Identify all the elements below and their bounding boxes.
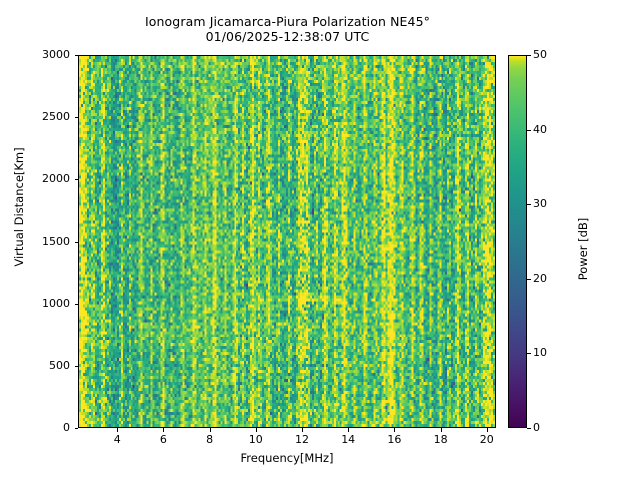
x-tick-label: 16	[387, 433, 402, 446]
colorbar-tick-label: 50	[533, 48, 547, 61]
y-tick-label: 2000	[42, 172, 70, 186]
x-tick-label: 8	[206, 433, 214, 446]
figure-title: Ionogram Jicamarca-Piura Polarization NE…	[145, 14, 430, 44]
ionogram-heatmap-canvas	[79, 56, 495, 427]
colorbar-tick	[527, 204, 531, 206]
y-tick	[74, 241, 78, 243]
x-axis-label: Frequency[MHz]	[240, 451, 334, 465]
x-tick	[348, 428, 350, 432]
x-tick-label: 14	[341, 433, 356, 446]
y-tick-label: 3000	[42, 48, 70, 61]
colorbar-tick-label: 0	[533, 421, 540, 434]
x-tick	[209, 428, 211, 432]
colorbar-tick	[527, 129, 531, 131]
x-tick-label: 4	[113, 433, 121, 446]
y-tick	[74, 179, 78, 181]
y-tick	[74, 303, 78, 305]
colorbar-tick	[527, 55, 531, 56]
x-tick	[117, 428, 119, 432]
x-tick	[302, 428, 303, 432]
y-tick	[74, 365, 78, 367]
colorbar-tick-label: 10	[533, 346, 547, 360]
power-colorbar[interactable]	[508, 55, 527, 428]
colorbar-tick-label: 30	[533, 197, 547, 211]
x-tick	[440, 428, 442, 432]
y-tick-label: 1000	[42, 296, 70, 310]
y-tick-label: 0	[63, 421, 70, 434]
y-axis-label: Virtual Distance[Km]	[12, 147, 26, 267]
x-tick-label: 20	[479, 433, 494, 446]
colorbar-tick-label: 40	[533, 122, 547, 136]
colorbar-tick-label: 20	[533, 271, 547, 285]
colorbar-tick	[527, 428, 531, 429]
y-tick-label: 2500	[42, 110, 70, 124]
colorbar-tick	[527, 278, 531, 280]
colorbar-tick	[527, 353, 531, 355]
y-tick	[74, 428, 78, 429]
y-tick	[74, 117, 78, 119]
x-tick-label: 10	[248, 433, 263, 446]
x-tick	[486, 428, 488, 432]
x-tick	[163, 428, 165, 432]
y-tick-label: 500	[49, 358, 70, 372]
x-tick	[394, 428, 396, 432]
x-tick-label: 6	[159, 433, 167, 446]
x-tick-label: 12	[295, 433, 309, 446]
y-tick-label: 1500	[42, 234, 70, 248]
y-tick	[74, 55, 78, 56]
colorbar-label: Power [dB]	[576, 217, 590, 281]
ionogram-plot-area[interactable]	[78, 55, 496, 428]
x-tick-label: 18	[433, 433, 448, 446]
x-tick	[255, 428, 257, 432]
